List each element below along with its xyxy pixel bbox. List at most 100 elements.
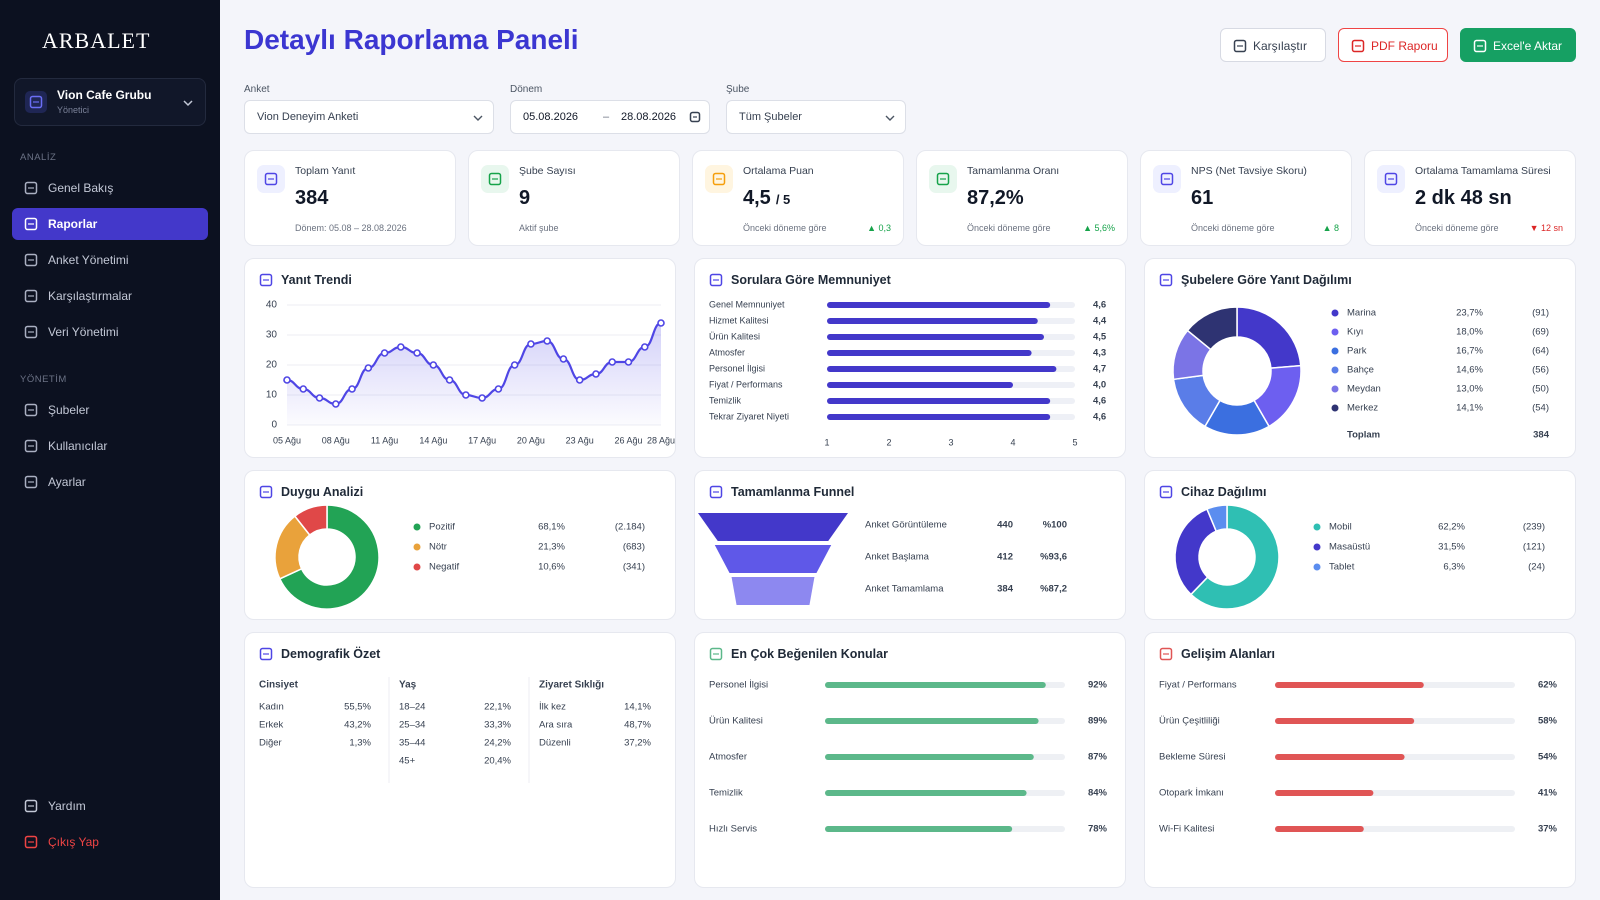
group-row-label: 25–34	[399, 720, 425, 731]
nav-item[interactable]: Ayarlar	[12, 466, 208, 498]
bar-category-label: Fiyat / Performans	[709, 379, 783, 389]
icon-shape	[259, 485, 273, 499]
org-switcher[interactable]: Vion Cafe Grubu Yönetici	[14, 78, 206, 126]
group-row-value: 55,5%	[344, 702, 371, 713]
progress-label: Fiyat / Performans	[1159, 680, 1237, 691]
icon	[24, 475, 38, 489]
nav-item[interactable]: Kullanıcılar	[12, 430, 208, 462]
line-point	[380, 349, 389, 357]
nav-item[interactable]: Raporlar	[12, 208, 208, 240]
button-label: Karşılaştır	[1253, 39, 1308, 53]
main-panel: Detaylı Raporlama Paneli Karşılaştır PDF R…	[220, 0, 1600, 900]
nav-item[interactable]: Yardım	[12, 790, 208, 822]
org-icon	[25, 91, 47, 113]
x-tick-label: 1	[824, 437, 829, 447]
progress-bar	[1275, 718, 1415, 724]
icon-shape	[29, 95, 43, 109]
legend-value: 6,3%	[1443, 562, 1465, 573]
header-button[interactable]: Excel'e Aktar	[1460, 28, 1576, 62]
x-tick-label: 3	[948, 437, 953, 447]
header-button[interactable]: Karşılaştır	[1220, 28, 1326, 62]
x-tick-label: 11 Ağu	[371, 435, 398, 445]
filter-label: Dönem	[510, 84, 543, 95]
progress-bar	[825, 826, 1013, 832]
x-tick-label: 20 Ağu	[517, 435, 545, 445]
filter-field[interactable]: Tüm Şubeler	[726, 100, 906, 134]
kpi-label: NPS (Net Tavsiye Skoru)	[1191, 165, 1307, 177]
x-tick-label: 4	[1010, 437, 1015, 447]
org-role: Yönetici	[57, 105, 90, 115]
y-tick-label: 20	[266, 360, 278, 371]
card-title: Yanıt Trendi	[281, 273, 352, 287]
nav-item[interactable]: Karşılaştırmalar	[12, 280, 208, 312]
header-button[interactable]: PDF Raporu	[1338, 28, 1448, 62]
legend-label: Bahçe	[1347, 365, 1374, 376]
card-title: Demografik Özet	[281, 647, 381, 661]
legend-value: 10,6%	[538, 562, 565, 573]
kpi-label: Tamamlanma Oranı	[967, 165, 1060, 177]
legend-count: (341)	[623, 562, 645, 573]
bar	[827, 350, 1032, 356]
card-title: Sorulara Göre Memnuniyet	[731, 273, 891, 287]
nav-item-label: Raporlar	[48, 217, 98, 231]
icon-shape	[712, 172, 726, 186]
nav-item-label: Genel Bakış	[48, 181, 114, 195]
chart-svg: Cinsiyet Kadın 55,5% Erkek 43,2% Diğer 1,3% Yaş…	[259, 677, 652, 783]
chart-svg	[473, 115, 483, 121]
kpi-label: Şube Sayısı	[519, 165, 576, 177]
progress-value: 87%	[1088, 752, 1108, 763]
progress-label: Personel İlgisi	[709, 680, 768, 691]
icon-shape	[24, 835, 38, 849]
legend-dot	[1331, 404, 1339, 412]
icon	[24, 253, 38, 267]
card-title: Gelişim Alanları	[1181, 647, 1276, 661]
x-tick-label: 26 Ağu	[614, 435, 642, 445]
line-point	[494, 385, 503, 393]
line-point	[608, 358, 617, 366]
donut-slice	[1186, 306, 1238, 351]
icon-shape	[24, 403, 38, 417]
nav-item-label: Ayarlar	[48, 475, 86, 489]
donut-slice	[1236, 306, 1302, 369]
chevron	[473, 115, 483, 121]
donut-slice	[1174, 508, 1218, 596]
filter-field[interactable]: Vion Deneyim Anketi	[244, 100, 494, 134]
icon-shape	[1160, 172, 1174, 186]
nav-item[interactable]: Veri Yönetimi	[12, 316, 208, 348]
filter-field[interactable]: 05.08.2026 –28.08.2026	[510, 100, 710, 134]
x-tick-label: 08 Ağu	[322, 435, 350, 445]
nav-item[interactable]: Çıkış Yap	[12, 826, 208, 858]
icon-shape	[1159, 485, 1173, 499]
bar-category-label: Ürün Kalitesi	[709, 331, 760, 341]
icon-shape	[488, 172, 502, 186]
legend-count: (50)	[1532, 384, 1549, 395]
chart-svg: Pozitif 68,1% (2.184) Nötr 21,3% (683) Negatif…	[274, 504, 645, 610]
progress-bar	[1275, 682, 1424, 688]
line-point	[348, 385, 356, 393]
kpi-card: Tamamlanma Oranı 87,2% Önceki döneme göre ▲…	[916, 150, 1128, 246]
icon	[24, 439, 38, 453]
bar	[827, 318, 1038, 324]
line-point	[413, 349, 421, 357]
nav-item[interactable]: Anket Yönetimi	[12, 244, 208, 276]
icon-shape	[24, 217, 38, 231]
funnel-percent: %93,6	[1040, 552, 1067, 563]
group-row-label: Ara sıra	[539, 720, 573, 731]
icon	[24, 181, 38, 195]
icon	[488, 172, 502, 186]
button-label: Excel'e Aktar	[1493, 39, 1562, 53]
legend-value: 31,5%	[1438, 542, 1465, 553]
kpi-label: Toplam Yanıt	[295, 165, 356, 177]
nav-item[interactable]: Genel Bakış	[12, 172, 208, 204]
chart-svg	[183, 100, 193, 107]
kpi-icon	[929, 165, 957, 193]
chart-svg: Marina 23,7% (91) Kıyı 18,0% (69) Park 16,7% (64…	[1172, 306, 1550, 441]
chart-svg: Fiyat / Performans 62% Ürün Çeşitliliği 58%…	[1159, 680, 1558, 835]
y-tick-label: 40	[266, 300, 278, 311]
nav-item[interactable]: Şubeler	[12, 394, 208, 426]
date-separator: –	[603, 111, 610, 123]
chart-svg	[885, 115, 895, 121]
icon	[29, 95, 43, 109]
icon-shape	[1473, 39, 1487, 53]
legend-label: Kıyı	[1347, 327, 1363, 338]
